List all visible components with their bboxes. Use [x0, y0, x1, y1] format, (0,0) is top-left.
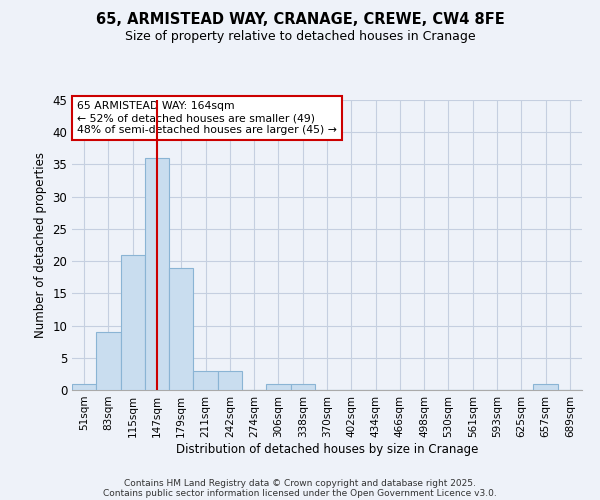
Text: 65 ARMISTEAD WAY: 164sqm
← 52% of detached houses are smaller (49)
48% of semi-d: 65 ARMISTEAD WAY: 164sqm ← 52% of detach… [77, 102, 337, 134]
Bar [290, 384, 315, 390]
Text: Contains public sector information licensed under the Open Government Licence v3: Contains public sector information licen… [103, 488, 497, 498]
Bar [96, 332, 121, 390]
Bar [72, 384, 96, 390]
Bar [193, 370, 218, 390]
Bar [169, 268, 193, 390]
Bar [218, 370, 242, 390]
Bar [121, 254, 145, 390]
Text: 65, ARMISTEAD WAY, CRANAGE, CREWE, CW4 8FE: 65, ARMISTEAD WAY, CRANAGE, CREWE, CW4 8… [95, 12, 505, 28]
Text: Size of property relative to detached houses in Cranage: Size of property relative to detached ho… [125, 30, 475, 43]
X-axis label: Distribution of detached houses by size in Cranage: Distribution of detached houses by size … [176, 442, 478, 456]
Y-axis label: Number of detached properties: Number of detached properties [34, 152, 47, 338]
Bar [145, 158, 169, 390]
Bar [266, 384, 290, 390]
Text: Contains HM Land Registry data © Crown copyright and database right 2025.: Contains HM Land Registry data © Crown c… [124, 478, 476, 488]
Bar [533, 384, 558, 390]
